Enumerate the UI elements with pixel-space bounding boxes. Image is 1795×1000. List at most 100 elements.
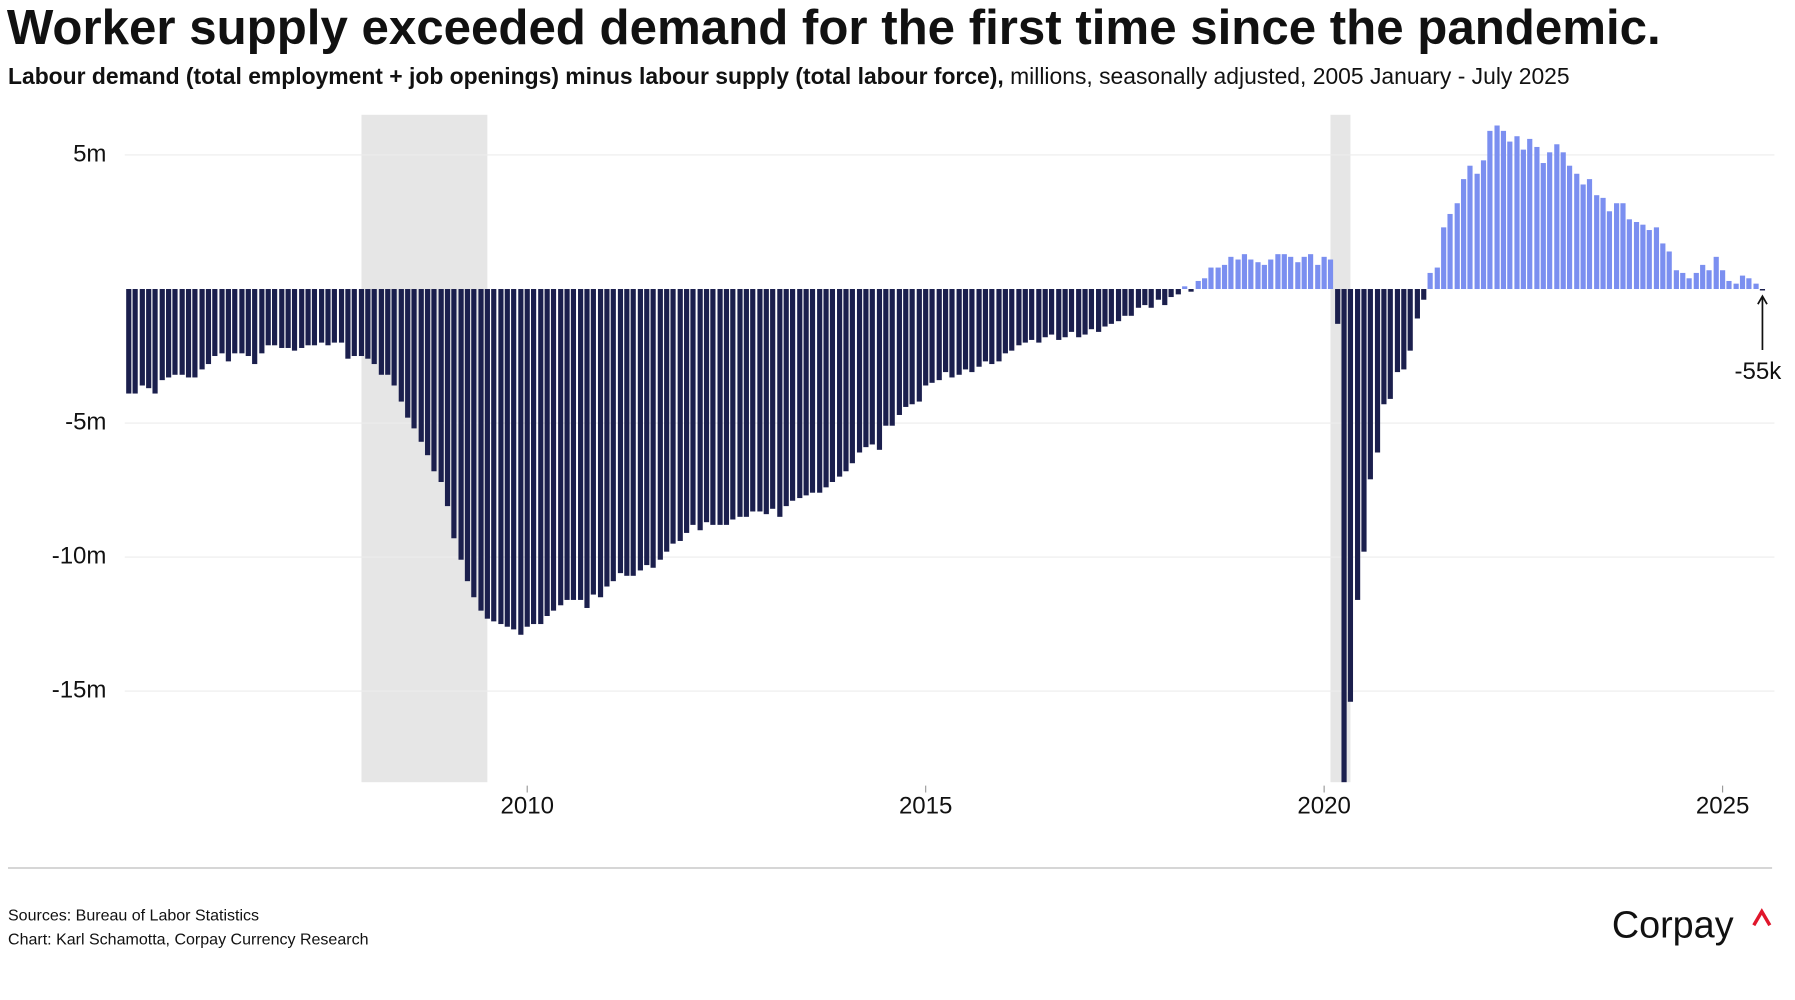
- bar: [578, 289, 584, 600]
- bar: [996, 289, 1002, 362]
- bar: [916, 289, 922, 402]
- bar: [943, 289, 949, 373]
- bar: [1606, 211, 1613, 290]
- bar: [1088, 289, 1095, 330]
- bar: [1128, 289, 1134, 316]
- bar: [1461, 179, 1467, 290]
- bar: [205, 289, 212, 365]
- bar: [1487, 130, 1493, 290]
- bar: [1315, 264, 1321, 290]
- bar: [797, 289, 803, 499]
- bar: [969, 289, 975, 373]
- bar: [498, 289, 504, 625]
- bar: [491, 289, 497, 622]
- bar: [1182, 286, 1188, 290]
- bar: [146, 289, 152, 389]
- bar: [1427, 272, 1433, 290]
- bar: [909, 289, 915, 405]
- bar: [1660, 243, 1666, 290]
- bar: [757, 289, 763, 512]
- bar: [1441, 227, 1447, 290]
- bar: [132, 289, 138, 394]
- bar: [644, 289, 650, 566]
- bar: [1361, 289, 1367, 552]
- bar: [252, 289, 258, 365]
- bar: [1168, 289, 1174, 298]
- bar: [378, 289, 384, 375]
- bar: [1414, 289, 1420, 319]
- bar: [511, 289, 517, 630]
- bar: [564, 289, 570, 600]
- bar: [1646, 230, 1652, 290]
- bar: [1580, 184, 1586, 290]
- bar: [1108, 289, 1114, 324]
- bar: [723, 289, 730, 525]
- bar: [192, 289, 198, 378]
- bar: [279, 289, 285, 348]
- bar: [1706, 270, 1712, 290]
- chart-subtitle: Labour demand (total employment + job op…: [8, 63, 1570, 89]
- bar: [710, 289, 716, 525]
- bar: [1726, 280, 1732, 290]
- bar: [1374, 289, 1381, 453]
- bar: [550, 289, 557, 611]
- bar: [398, 289, 404, 402]
- bar: [1221, 264, 1228, 290]
- bar: [1288, 256, 1294, 290]
- bar: [1215, 267, 1221, 290]
- bar: [285, 289, 291, 348]
- bar: [319, 289, 325, 343]
- bar: [1720, 270, 1726, 290]
- bar: [325, 289, 331, 346]
- bar: [358, 289, 365, 357]
- bar: [982, 289, 989, 362]
- bar: [371, 289, 377, 365]
- bar: [856, 289, 863, 453]
- bar: [670, 289, 676, 544]
- bar: [923, 289, 929, 386]
- bar: [1759, 289, 1766, 291]
- bar: [1341, 289, 1347, 783]
- footer-sources: Sources: Bureau of Labor Statistics: [8, 906, 259, 924]
- bar: [777, 289, 783, 517]
- bar: [1494, 125, 1500, 290]
- bar: [956, 289, 962, 375]
- bar: [1248, 259, 1254, 290]
- bar: [305, 289, 311, 346]
- bar: [929, 289, 935, 383]
- bar: [544, 289, 550, 617]
- bar: [664, 289, 670, 552]
- bar: [1540, 163, 1546, 290]
- bar: [438, 289, 444, 482]
- bar: [1594, 195, 1600, 290]
- bar: [717, 289, 723, 525]
- bar: [650, 289, 656, 568]
- bar: [391, 289, 397, 386]
- bar: [272, 289, 278, 346]
- bar: [1600, 197, 1606, 290]
- bar: [166, 289, 172, 378]
- bar: [1096, 289, 1102, 332]
- bar: [1036, 289, 1042, 343]
- bar: [385, 289, 391, 375]
- bar: [1566, 165, 1573, 290]
- bar: [1480, 160, 1487, 290]
- footer-credit: Chart: Karl Schamotta, Corpay Currency R…: [8, 930, 369, 948]
- bar: [232, 289, 238, 354]
- bar: [1401, 289, 1407, 370]
- bar: [1016, 289, 1022, 346]
- bar: [1693, 272, 1699, 290]
- bar: [524, 289, 530, 627]
- bar: [962, 289, 969, 370]
- y-tick-label: 5m: [73, 140, 106, 167]
- bar: [630, 289, 636, 576]
- bar: [212, 289, 218, 357]
- bar: [610, 289, 616, 582]
- bar: [1281, 254, 1287, 290]
- bar: [790, 289, 796, 501]
- subtitle-bold: Labour demand (total employment + job op…: [8, 63, 1004, 89]
- bar: [1700, 264, 1706, 290]
- bar: [1068, 289, 1075, 332]
